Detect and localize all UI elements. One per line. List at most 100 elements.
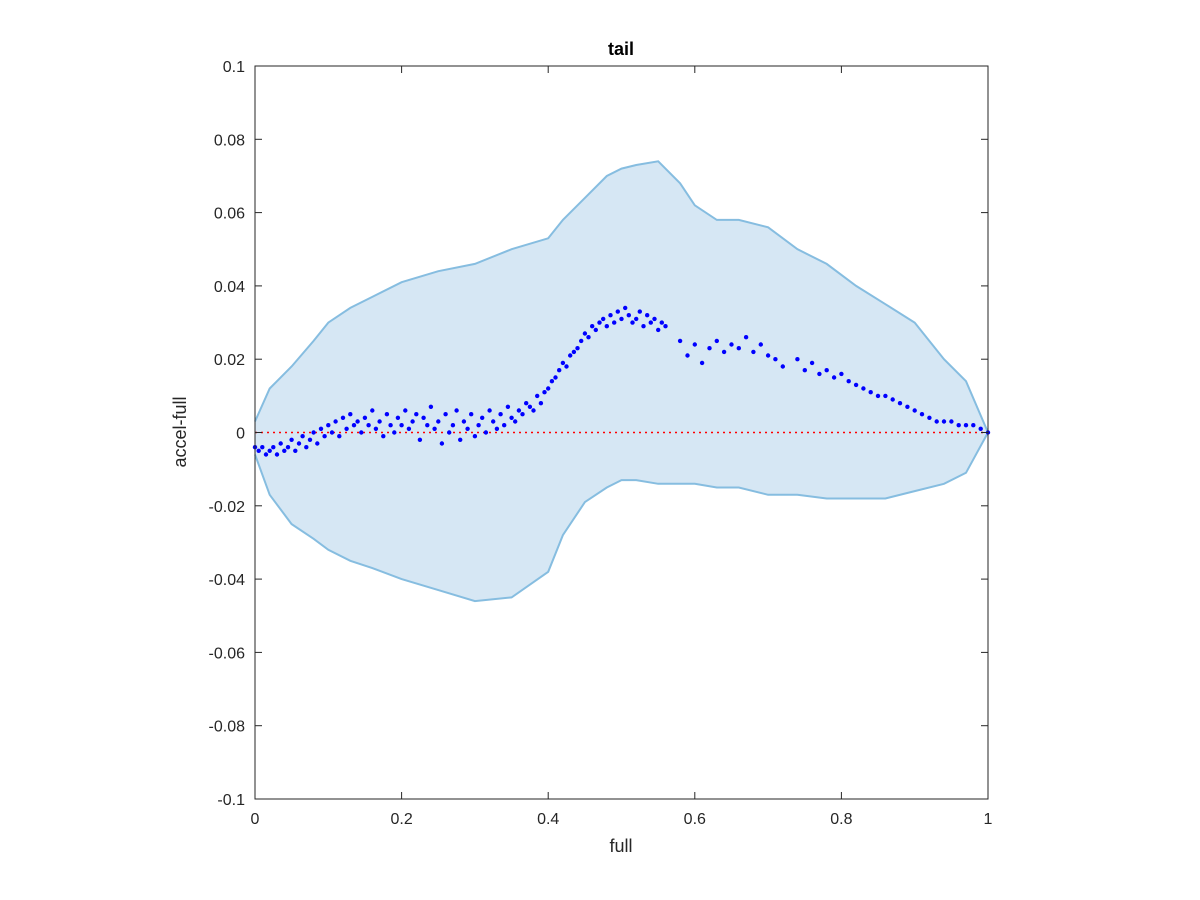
data-point — [318, 426, 324, 431]
data-point — [586, 335, 591, 340]
data-point — [487, 408, 492, 413]
data-point — [263, 452, 269, 457]
data-point — [395, 415, 401, 420]
x-tick-label: 1 — [984, 811, 993, 828]
data-point — [425, 423, 430, 428]
data-point — [362, 415, 368, 420]
data-point — [831, 375, 837, 380]
data-point — [549, 379, 555, 384]
data-point — [293, 448, 298, 453]
data-point — [524, 401, 529, 406]
data-point — [590, 324, 595, 329]
data-point — [615, 309, 620, 314]
data-point — [322, 434, 327, 439]
data-point — [274, 452, 280, 457]
data-point — [963, 423, 969, 428]
data-point — [465, 426, 470, 431]
data-point — [443, 412, 448, 417]
data-point — [912, 408, 917, 413]
data-point — [461, 419, 467, 424]
data-point — [458, 437, 463, 442]
data-point — [560, 360, 566, 366]
data-point — [905, 404, 910, 409]
y-tick-label: 0.1 — [223, 59, 245, 76]
data-point — [890, 397, 895, 402]
data-point — [392, 430, 397, 435]
data-point — [824, 368, 829, 373]
data-point — [623, 305, 628, 311]
data-point — [516, 408, 522, 413]
data-point — [348, 412, 353, 417]
data-point — [971, 423, 976, 428]
data-point — [758, 342, 763, 347]
data-point — [853, 382, 859, 388]
data-point — [919, 412, 925, 417]
data-point — [593, 327, 598, 333]
data-point — [608, 313, 613, 318]
data-point — [311, 430, 316, 435]
data-point — [483, 430, 489, 435]
y-tick-label: -0.04 — [209, 572, 246, 589]
data-point — [714, 338, 719, 344]
data-point — [527, 404, 533, 409]
x-axis-ticks: 0 0.2 0.4 0.6 0.8 1 — [251, 66, 993, 828]
data-point — [300, 434, 305, 439]
data-point — [699, 360, 705, 366]
data-point — [538, 401, 544, 406]
data-point — [743, 335, 749, 340]
data-point — [355, 419, 360, 424]
y-tick-label: -0.08 — [209, 719, 246, 736]
data-point — [571, 349, 577, 355]
data-point — [641, 324, 646, 329]
data-point — [432, 426, 437, 431]
data-point — [469, 412, 474, 417]
data-point — [428, 404, 434, 409]
data-point — [296, 441, 302, 446]
data-point — [883, 393, 888, 399]
data-point — [582, 331, 588, 336]
data-point — [601, 316, 606, 322]
x-tick-label: 0.6 — [684, 811, 706, 828]
data-point — [329, 430, 335, 435]
data-point — [795, 357, 800, 362]
data-point — [531, 408, 536, 413]
data-point — [366, 423, 371, 428]
data-point — [659, 320, 664, 325]
data-point — [546, 386, 551, 391]
chart-title: tail — [608, 39, 634, 59]
data-point — [677, 338, 683, 344]
data-point — [956, 423, 961, 428]
data-point — [289, 437, 294, 442]
data-point — [373, 426, 379, 431]
y-axis-ticks: -0.1 -0.08 -0.06 -0.04 -0.02 0 0.02 0.04 0.06 0.0… — [209, 59, 988, 809]
data-point — [278, 441, 283, 446]
data-point — [384, 412, 390, 417]
y-tick-label: 0.02 — [214, 352, 245, 369]
data-point — [721, 349, 727, 355]
data-point — [333, 419, 338, 424]
data-point — [351, 423, 357, 428]
data-point — [542, 390, 547, 395]
data-point — [663, 324, 668, 329]
data-point — [597, 320, 602, 325]
data-point — [344, 426, 349, 431]
data-point — [447, 430, 452, 435]
data-point — [439, 441, 445, 446]
data-point — [491, 419, 496, 424]
y-tick-label: 0.06 — [214, 206, 245, 223]
data-point — [421, 415, 426, 420]
data-point — [634, 316, 639, 322]
data-point — [692, 342, 697, 347]
data-point — [978, 426, 983, 431]
data-point — [417, 437, 423, 442]
data-point — [875, 393, 881, 399]
data-point — [410, 419, 415, 424]
data-point — [388, 423, 393, 428]
data-point — [751, 349, 756, 355]
data-point — [949, 419, 954, 424]
data-point — [765, 353, 771, 358]
data-point — [630, 320, 635, 325]
data-point — [656, 327, 661, 333]
